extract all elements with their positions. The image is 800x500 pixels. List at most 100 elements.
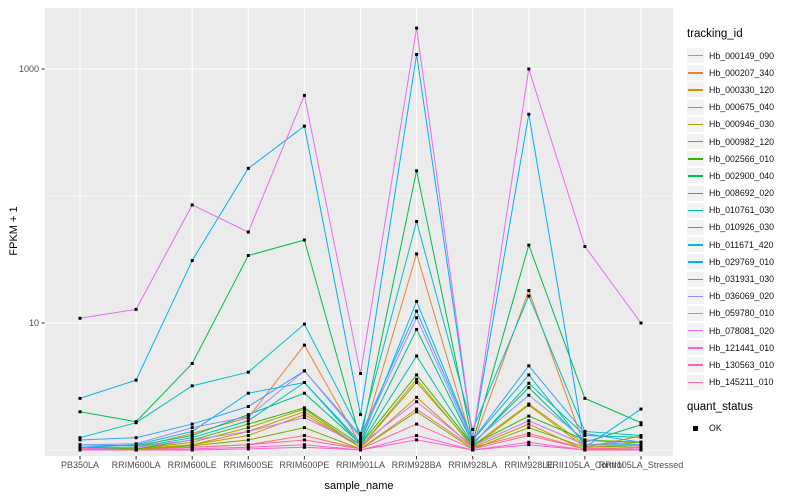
- data-point: [639, 434, 643, 438]
- data-point: [415, 219, 419, 223]
- x-tick-label: RRIM600LE: [168, 460, 217, 470]
- data-point: [471, 445, 475, 449]
- data-point: [415, 422, 419, 426]
- legend-item-Hb_036069_020: Hb_036069_020: [687, 288, 774, 305]
- legend-item-label: Hb_059780_010: [709, 308, 775, 319]
- data-point: [527, 414, 531, 418]
- data-point: [639, 407, 643, 411]
- data-point: [246, 422, 250, 426]
- data-point: [302, 426, 306, 430]
- data-point: [359, 440, 362, 444]
- data-point: [302, 391, 306, 395]
- legend-item-Hb_121441_010: Hb_121441_010: [687, 339, 774, 356]
- data-point: [639, 435, 643, 439]
- legend-item-label: Hb_008692_020: [709, 188, 775, 199]
- legend-color-title: tracking_id: [687, 28, 743, 40]
- data-point: [639, 440, 643, 444]
- legend-shape-title: quant_status: [687, 400, 753, 413]
- data-point: [78, 396, 82, 400]
- data-point: [415, 381, 419, 385]
- data-point: [134, 307, 138, 311]
- x-tick-label: RRIM600LA: [112, 460, 161, 470]
- data-point: [583, 429, 587, 433]
- legend-item-label: Hb_145211_010: [709, 377, 774, 388]
- x-tick-label: RRII105LA_Control: [546, 460, 624, 470]
- legend-key-icon: [687, 134, 704, 150]
- data-point: [190, 444, 194, 448]
- legend-item-Hb_000207_340: Hb_000207_340: [687, 64, 774, 81]
- data-point: [246, 370, 250, 374]
- data-point: [527, 364, 531, 368]
- data-point: [471, 428, 475, 432]
- data-point: [134, 421, 138, 425]
- legend-item-label: Hb_000207_340: [709, 67, 775, 78]
- data-point: [246, 434, 250, 438]
- data-point: [415, 252, 419, 256]
- data-point: [583, 431, 587, 435]
- data-point: [527, 243, 531, 247]
- legend-item-label: Hb_121441_010: [709, 342, 775, 353]
- data-point: [415, 400, 419, 404]
- legend-item-label: Hb_002566_010: [709, 153, 775, 164]
- data-point: [583, 447, 587, 451]
- legend-item-Hb_008692_020: Hb_008692_020: [687, 185, 774, 202]
- data-point: [302, 445, 306, 449]
- data-point: [190, 203, 194, 207]
- data-point: [639, 321, 643, 325]
- legend-item-Hb_000149_090: Hb_000149_090: [687, 47, 774, 64]
- data-point: [134, 378, 138, 382]
- data-point: [302, 406, 306, 410]
- data-point: [78, 438, 82, 442]
- data-point: [246, 426, 250, 430]
- legend-key-icon: [687, 168, 704, 184]
- x-tick-label: RRIM901LA: [336, 460, 385, 470]
- legend-color-items: Hb_000149_090 Hb_000207_340 Hb_000330_120 H…: [687, 47, 774, 391]
- data-point: [527, 373, 531, 377]
- x-axis-title: sample_name: [324, 480, 394, 492]
- legend-key-icon: [687, 288, 704, 304]
- legend-key-icon: [687, 185, 704, 201]
- legend-item-label: Hb_078081_020: [709, 325, 775, 336]
- quant-ok-key-icon: [687, 420, 704, 436]
- legend-key-icon: [687, 219, 704, 235]
- legend-key-icon: [687, 151, 704, 167]
- data-point: [639, 423, 643, 427]
- x-tick-label: RRIM600PE: [279, 460, 329, 470]
- data-point: [471, 436, 475, 440]
- data-point: [527, 426, 531, 430]
- data-point: [190, 445, 194, 449]
- data-point: [639, 421, 643, 425]
- legend-item-Hb_000982_120: Hb_000982_120: [687, 133, 774, 150]
- data-point: [190, 384, 194, 388]
- legend-item-label: Hb_000675_040: [709, 102, 775, 113]
- data-point: [246, 415, 250, 419]
- data-point: [302, 434, 306, 438]
- legend-item-Hb_010761_030: Hb_010761_030: [687, 202, 774, 219]
- legend-key-icon: [687, 48, 704, 64]
- data-point: [527, 386, 531, 390]
- data-point: [190, 431, 194, 435]
- x-tick-label: PB350LA: [61, 460, 99, 470]
- data-point: [190, 422, 194, 426]
- data-point: [190, 438, 194, 442]
- data-point: [190, 361, 194, 365]
- data-point: [639, 444, 643, 448]
- legend-item-Hb_011671_420: Hb_011671_420: [687, 236, 774, 253]
- y-axis-title: FPKM + 1: [8, 206, 20, 256]
- x-tick-label: RRII105LA_Stressed: [599, 460, 684, 470]
- data-point: [246, 443, 250, 447]
- data-point: [359, 413, 362, 417]
- x-tick-label: RRIM928LE: [504, 460, 553, 470]
- data-point: [246, 230, 250, 234]
- data-point: [415, 377, 419, 381]
- data-point: [359, 372, 362, 376]
- legend-key-icon: [687, 271, 704, 287]
- data-point: [190, 436, 194, 440]
- data-point: [415, 327, 419, 331]
- data-point: [639, 448, 643, 452]
- legend-item-Hb_000675_040: Hb_000675_040: [687, 99, 774, 116]
- data-point: [583, 396, 587, 400]
- data-point: [415, 53, 419, 57]
- data-point: [190, 448, 194, 452]
- data-point: [302, 238, 306, 242]
